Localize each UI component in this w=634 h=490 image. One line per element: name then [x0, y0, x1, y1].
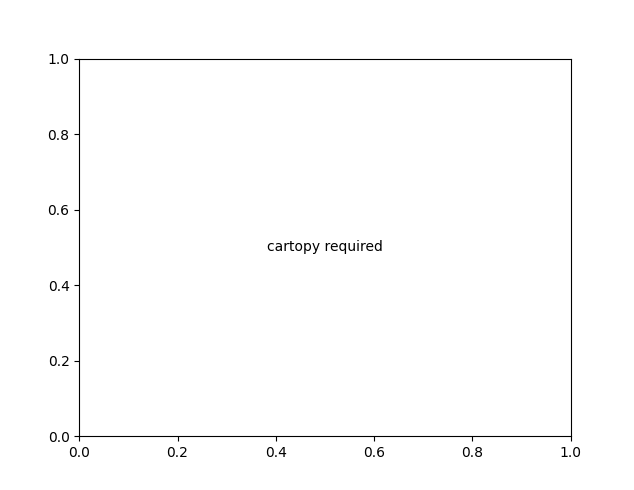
Text: cartopy required: cartopy required — [267, 241, 383, 254]
